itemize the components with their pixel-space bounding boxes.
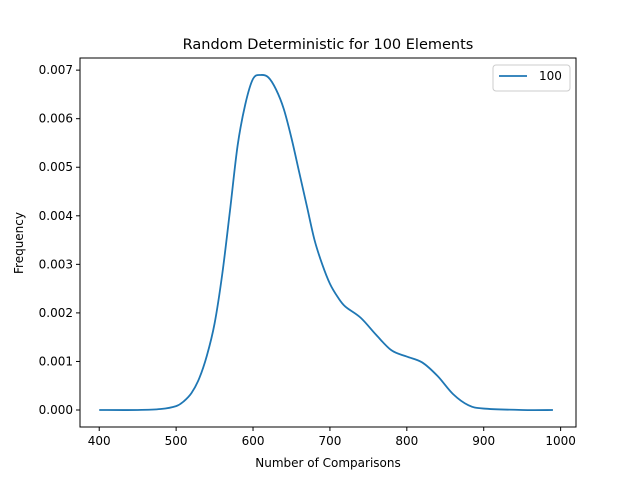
legend: 100 (492, 64, 571, 92)
plot-frame (79, 57, 577, 428)
x-tick-label: 900 (472, 434, 495, 448)
plot-area (79, 57, 577, 428)
legend-label: 100 (539, 69, 562, 83)
y-axis-label: Frequency (12, 212, 26, 274)
y-axis: 0.000 0.001 0.002 0.003 0.004 0.005 0.006 0.007 (39, 63, 80, 417)
y-tick-label: 0.006 (39, 112, 73, 126)
y-tick-label: 0.004 (39, 209, 73, 223)
x-tick-label: 500 (165, 434, 188, 448)
y-tick-label: 0.007 (39, 63, 73, 77)
legend-box (492, 64, 571, 92)
x-tick-label: 1000 (545, 434, 576, 448)
series-line (99, 74, 553, 412)
x-tick-label: 800 (395, 434, 418, 448)
y-tick-label: 0.001 (39, 354, 73, 368)
x-tick-label: 700 (318, 434, 341, 448)
x-tick-label: 400 (88, 434, 111, 448)
y-tick-label: 0.005 (39, 160, 73, 174)
y-tick-label: 0.002 (39, 306, 73, 320)
x-axis-label: Number of Comparisons (255, 456, 401, 470)
y-tick-label: 0.003 (39, 257, 73, 271)
chart-title: Random Deterministic for 100 Elements (183, 37, 474, 53)
y-tick-label: 0.000 (39, 403, 73, 417)
x-axis: 400 500 600 700 800 900 1000 (88, 427, 576, 448)
x-tick-label: 600 (242, 434, 265, 448)
